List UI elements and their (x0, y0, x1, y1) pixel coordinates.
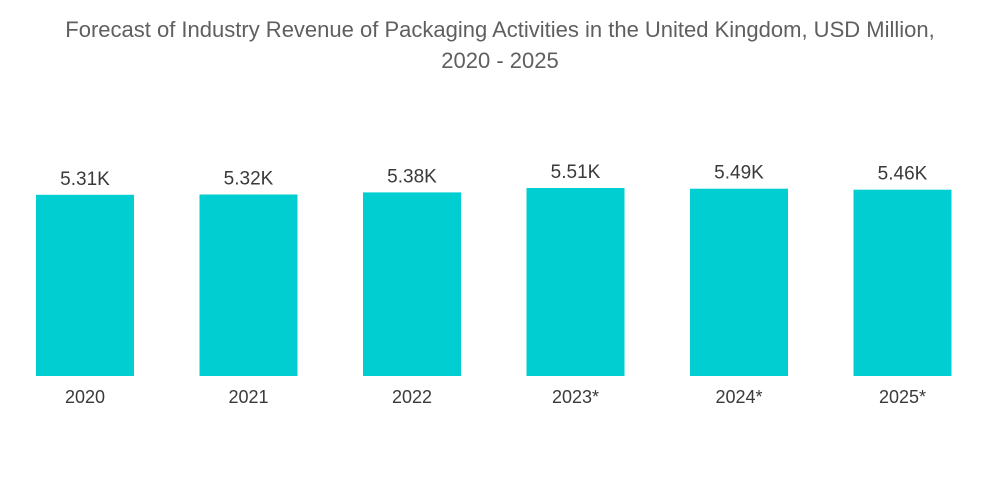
chart-title-line-1: Forecast of Industry Revenue of Packagin… (65, 17, 935, 42)
data-label-2025-forecast: 5.46K (878, 164, 928, 185)
data-label-2022: 5.38K (387, 166, 437, 187)
bar-2025-forecast (853, 189, 952, 376)
bar-2020 (36, 194, 134, 376)
bar-2023-forecast (526, 188, 625, 376)
bar-2021 (199, 194, 298, 376)
x-tick-label-2025-forecast: 2025* (879, 387, 926, 407)
bar-2022 (363, 192, 461, 376)
bar-2024-forecast (690, 188, 788, 376)
x-tick-label-2021: 2021 (228, 387, 268, 407)
data-label-2021: 5.32K (224, 169, 274, 190)
chart-title: Forecast of Industry Revenue of Packagin… (0, 14, 1000, 76)
x-tick-label-2022: 2022 (392, 387, 432, 407)
chart-title-line-2: 2020 - 2025 (441, 48, 559, 73)
x-tick-label-2023-forecast: 2023* (552, 387, 599, 407)
x-tick-label-2020: 2020 (65, 387, 105, 407)
data-label-2020: 5.31K (60, 169, 110, 190)
x-tick-label-2024-forecast: 2024* (715, 387, 762, 407)
data-label-2023-forecast: 5.51K (551, 162, 601, 183)
data-label-2024-forecast: 5.49K (714, 163, 764, 184)
